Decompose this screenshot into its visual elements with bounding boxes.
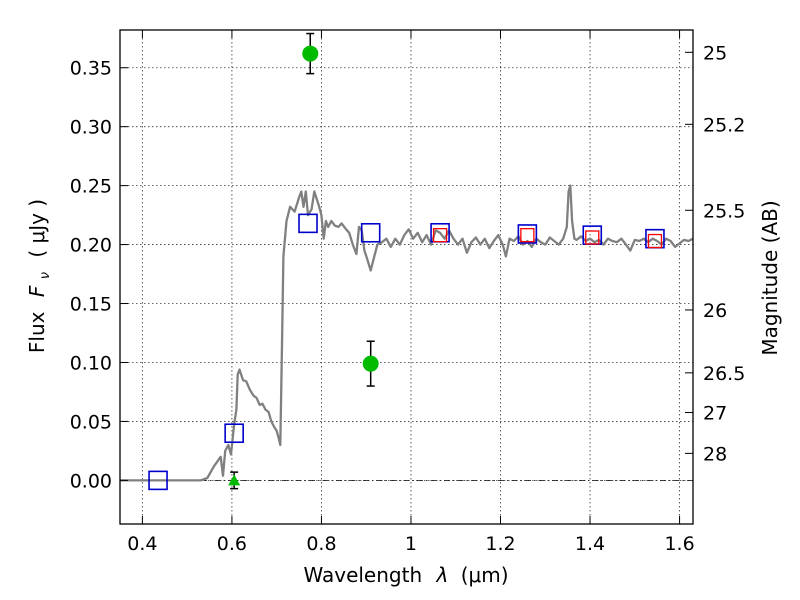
y-axis-label-symbol: F (25, 285, 49, 297)
mag-tick-label: 28 (703, 443, 727, 465)
upper-limit-marker (228, 474, 241, 486)
x-tick-label: 1.4 (575, 533, 605, 555)
x-tick-label: 0.8 (306, 533, 336, 555)
x-axis-label-unit: (μm) (461, 563, 509, 587)
x-axis-label: Wavelength λ (μm) (303, 563, 508, 587)
model-square-blue (224, 423, 244, 444)
y-axis-label: Flux F ν ( μJy ) (25, 199, 54, 353)
y-tick-label: 0.20 (70, 235, 112, 257)
y-axis-label-symbol-sub: ν (38, 272, 53, 279)
x-tick-label: 0.6 (217, 533, 247, 555)
data-markers (148, 32, 665, 491)
model-square-red (432, 227, 448, 243)
model-square-blue (517, 224, 538, 244)
grid-lines (120, 30, 693, 524)
x-tick-label: 1.6 (664, 533, 694, 555)
model-square-red (647, 233, 663, 249)
x-axis-label-symbol: λ (436, 563, 449, 587)
x-tick-label: 1 (405, 533, 417, 555)
model-square-red (520, 227, 535, 243)
y-tick-label: 0.15 (70, 294, 112, 316)
observed-point (302, 45, 319, 62)
y-axis-label-unit: ( μJy ) (25, 199, 49, 258)
y-tick-label: 0.30 (70, 117, 112, 139)
y-tick-label: 0.05 (70, 411, 112, 433)
model-square-blue (360, 222, 381, 243)
model-square-red (585, 230, 600, 245)
y-tick-label: 0.35 (70, 58, 112, 80)
y-tick-label: 0.10 (70, 352, 112, 374)
y-axis-label-text: Flux (25, 311, 49, 353)
mag-tick-label: 26.5 (703, 363, 745, 385)
model-square-blue (148, 470, 168, 491)
x-tick-label: 0.4 (127, 533, 157, 555)
plot-frame (119, 29, 694, 525)
mag-tick-label: 25.5 (703, 200, 745, 222)
x-axis-label-text: Wavelength (303, 563, 422, 587)
model-square-blue (298, 213, 318, 234)
right-axis-label: Magnitude (AB) (758, 200, 782, 355)
x-tick-label: 1.2 (485, 533, 515, 555)
y-tick-label: 0.00 (70, 470, 112, 492)
mag-tick-label: 26 (703, 300, 727, 322)
template-spectrum-line (120, 184, 694, 482)
mag-tick-label: 25 (703, 42, 727, 64)
mag-tick-label: 27 (703, 403, 727, 425)
mag-tick-label: 25.2 (703, 114, 745, 136)
y-tick-label: 0.25 (70, 176, 112, 198)
observed-point (362, 355, 379, 372)
axis-ticks: 0.4 0.6 0.8 1 1.2 1.4 1.6 0.00 0.05 0.10 0.15 0.20 0… (70, 30, 745, 555)
